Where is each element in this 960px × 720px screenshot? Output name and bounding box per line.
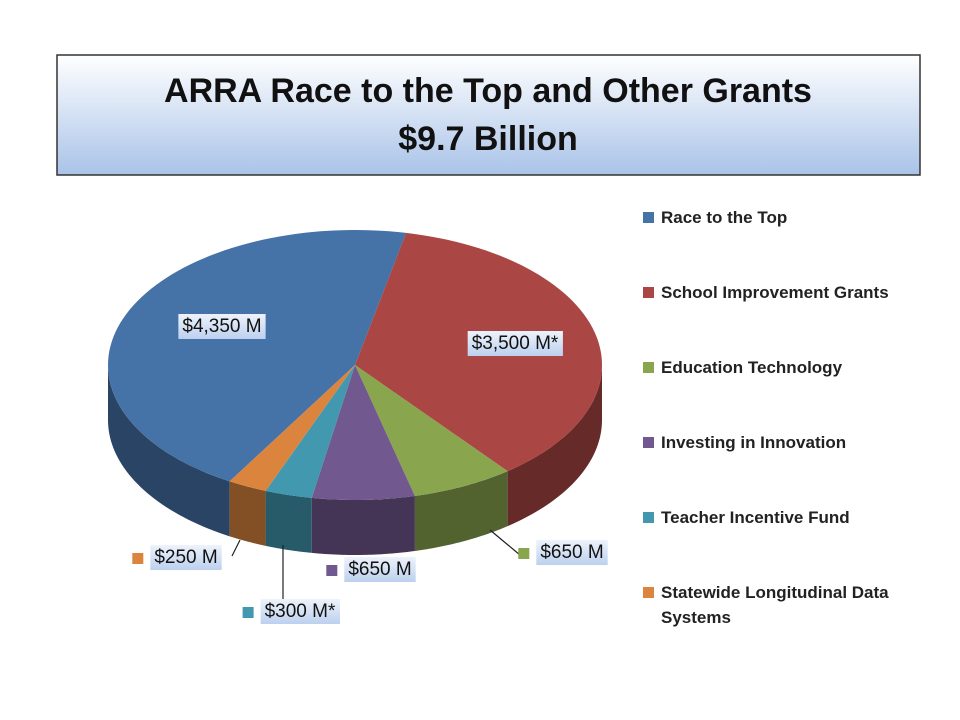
legend-item: Race to the Top: [643, 205, 918, 230]
data-label: $4,350 M: [182, 316, 261, 337]
legend-label: Education Technology: [661, 358, 843, 377]
chart-subtitle: $9.7 Billion: [398, 120, 578, 158]
label-swatch: [132, 553, 144, 564]
chart-title: ARRA Race to the Top and Other Grants: [164, 72, 812, 110]
label-swatch: [326, 565, 338, 576]
legend-swatch: [643, 587, 654, 598]
leader-line: [231, 539, 241, 557]
label-box: [467, 331, 563, 357]
data-label: $650 M: [540, 542, 603, 563]
slice-side: [414, 471, 508, 551]
slice: [265, 365, 355, 498]
legend-item: Teacher Incentive Fund: [643, 505, 918, 530]
slice: [355, 365, 508, 496]
slice-side: [311, 495, 415, 555]
legend-item: Education Technology: [643, 355, 918, 380]
legend-swatch: [643, 512, 654, 523]
pie: [108, 230, 602, 555]
legend-item: Investing in Innovation: [643, 430, 918, 455]
label-box: [150, 545, 222, 571]
legend-item: Statewide Longitudinal Data Systems: [643, 580, 918, 630]
label-box: [260, 599, 340, 625]
legend-swatch: [643, 362, 654, 373]
slice-side: [265, 490, 312, 553]
legend-swatch: [643, 437, 654, 448]
data-label: $650 M: [348, 559, 411, 580]
data-label: $250 M: [154, 547, 217, 568]
data-label: $3,500 M*: [472, 333, 559, 354]
legend-label: Teacher Incentive Fund: [661, 508, 850, 527]
slice-side: [507, 365, 602, 527]
legend-label: Investing in Innovation: [661, 433, 847, 452]
legend-item: School Improvement Grants: [643, 280, 918, 305]
label-box: [536, 540, 608, 566]
label-swatch: [242, 607, 254, 618]
data-labels: $4,350 M $3,500 M* $650 M $650 M $300 M* $250…: [132, 314, 608, 625]
leader-line: [489, 529, 521, 556]
legend-label: School Improvement Grants: [661, 283, 889, 302]
label-swatch: [518, 548, 530, 559]
legend-label: Race to the Top: [661, 208, 788, 227]
title-box: [56, 54, 921, 176]
legend-label: Statewide Longitudinal Data Systems: [661, 583, 889, 627]
legend-swatch: [643, 212, 654, 223]
legend-swatch: [643, 287, 654, 298]
slice: [311, 365, 415, 500]
slice-side: [229, 481, 266, 546]
slice-side: [108, 365, 230, 537]
slice: [108, 230, 407, 482]
label-box: [178, 314, 266, 340]
slice: [229, 365, 355, 491]
data-label: $300 M*: [265, 601, 336, 622]
label-box: [344, 557, 416, 583]
